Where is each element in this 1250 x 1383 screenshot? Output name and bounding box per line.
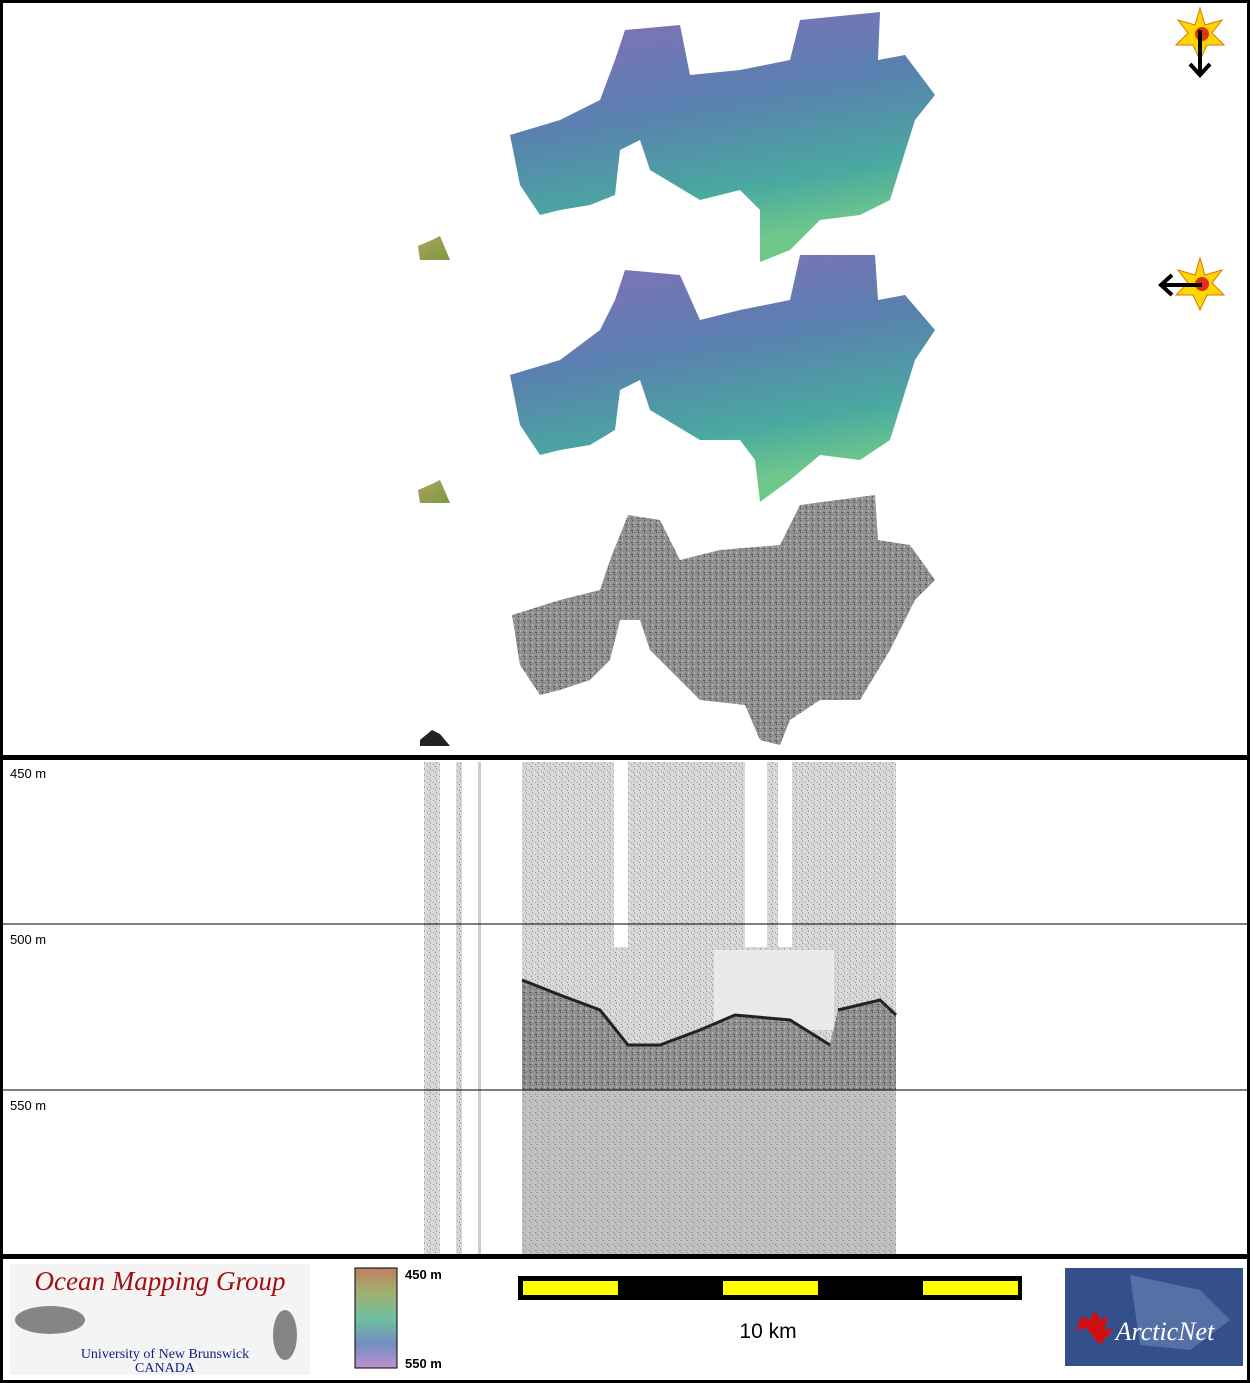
depth-label: 500 m (10, 932, 46, 947)
sun-icon-west (1158, 256, 1226, 312)
colorbar-label: 550 m (405, 1356, 442, 1371)
logo-title: ArcticNet (1114, 1317, 1215, 1346)
colorbar-label: 450 m (405, 1267, 442, 1282)
sonar-profile (424, 762, 898, 1254)
logo-text: University of New Brunswick (81, 1347, 249, 1362)
depth-label: 550 m (10, 1098, 46, 1113)
logo-title: Ocean Mapping Group (35, 1266, 286, 1296)
sun-icon-north (1174, 6, 1226, 78)
divider (0, 1254, 1250, 1259)
logo-text: CANADA (135, 1361, 196, 1376)
arcticnet-logo: ArcticNet (1065, 1268, 1243, 1366)
scale-label: 10 km (739, 1320, 796, 1343)
bathymetry-map-north (418, 12, 935, 262)
depth-label: 450 m (10, 766, 46, 781)
divider (0, 755, 1250, 760)
ocean-mapping-logo: Ocean Mapping Group University of New Br… (10, 1264, 310, 1376)
bathymetry-map-west (418, 255, 935, 503)
colorbar (354, 1267, 398, 1369)
scale-bar (518, 1276, 1022, 1300)
backscatter-map (420, 495, 935, 746)
